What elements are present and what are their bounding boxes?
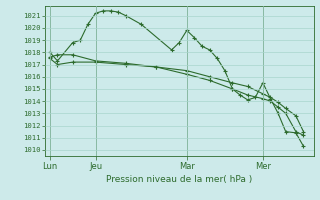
X-axis label: Pression niveau de la mer( hPa ): Pression niveau de la mer( hPa ): [106, 175, 252, 184]
